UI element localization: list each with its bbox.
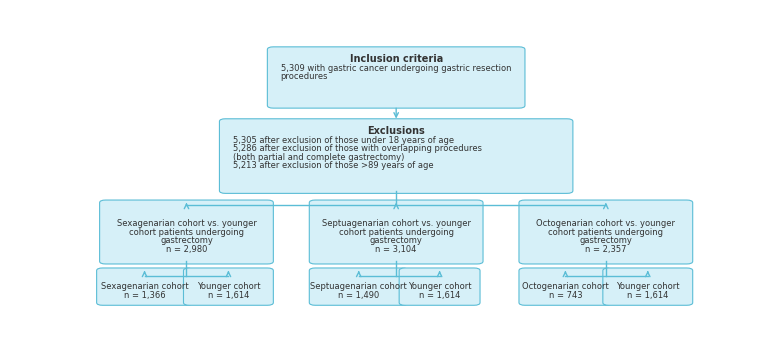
Text: procedures: procedures: [281, 72, 328, 81]
FancyBboxPatch shape: [309, 200, 483, 264]
Text: n = 1,366: n = 1,366: [124, 291, 165, 300]
Text: Septuagenarian cohort: Septuagenarian cohort: [310, 282, 407, 291]
Text: Exclusions: Exclusions: [367, 126, 425, 136]
FancyBboxPatch shape: [603, 268, 693, 305]
Text: (both partial and complete gastrectomy): (both partial and complete gastrectomy): [233, 153, 404, 162]
FancyBboxPatch shape: [100, 200, 274, 264]
Text: Younger cohort: Younger cohort: [616, 282, 679, 291]
Text: Younger cohort: Younger cohort: [408, 282, 472, 291]
Text: cohort patients undergoing: cohort patients undergoing: [548, 228, 663, 237]
Text: n = 3,104: n = 3,104: [376, 245, 417, 254]
Text: cohort patients undergoing: cohort patients undergoing: [339, 228, 454, 237]
Text: gastrectomy: gastrectomy: [580, 236, 632, 245]
Text: Younger cohort: Younger cohort: [196, 282, 261, 291]
FancyBboxPatch shape: [267, 47, 525, 108]
Text: Inclusion criteria: Inclusion criteria: [349, 54, 443, 64]
FancyBboxPatch shape: [309, 268, 408, 305]
Text: Sexagenarian cohort: Sexagenarian cohort: [100, 282, 189, 291]
Text: Octogenarian cohort: Octogenarian cohort: [522, 282, 609, 291]
Text: Septuagenarian cohort vs. younger: Septuagenarian cohort vs. younger: [322, 219, 471, 228]
Text: n = 2,357: n = 2,357: [585, 245, 627, 254]
Text: 5,286 after exclusion of those with overlapping procedures: 5,286 after exclusion of those with over…: [233, 144, 482, 153]
FancyBboxPatch shape: [97, 268, 192, 305]
Text: n = 1,614: n = 1,614: [627, 291, 669, 300]
FancyBboxPatch shape: [220, 119, 573, 193]
Text: gastrectomy: gastrectomy: [369, 236, 423, 245]
FancyBboxPatch shape: [399, 268, 480, 305]
Text: Octogenarian cohort vs. younger: Octogenarian cohort vs. younger: [536, 219, 676, 228]
Text: 5,305 after exclusion of those under 18 years of age: 5,305 after exclusion of those under 18 …: [233, 136, 454, 145]
FancyBboxPatch shape: [519, 200, 693, 264]
Text: n = 743: n = 743: [549, 291, 582, 300]
FancyBboxPatch shape: [183, 268, 274, 305]
Text: Sexagenarian cohort vs. younger: Sexagenarian cohort vs. younger: [117, 219, 257, 228]
Text: cohort patients undergoing: cohort patients undergoing: [129, 228, 244, 237]
Text: n = 1,614: n = 1,614: [419, 291, 460, 300]
Text: n = 1,490: n = 1,490: [338, 291, 380, 300]
Text: gastrectomy: gastrectomy: [160, 236, 213, 245]
Text: n = 2,980: n = 2,980: [165, 245, 207, 254]
Text: n = 1,614: n = 1,614: [208, 291, 249, 300]
Text: 5,309 with gastric cancer undergoing gastric resection: 5,309 with gastric cancer undergoing gas…: [281, 64, 511, 73]
FancyBboxPatch shape: [519, 268, 612, 305]
Text: 5,213 after exclusion of those >89 years of age: 5,213 after exclusion of those >89 years…: [233, 161, 433, 170]
